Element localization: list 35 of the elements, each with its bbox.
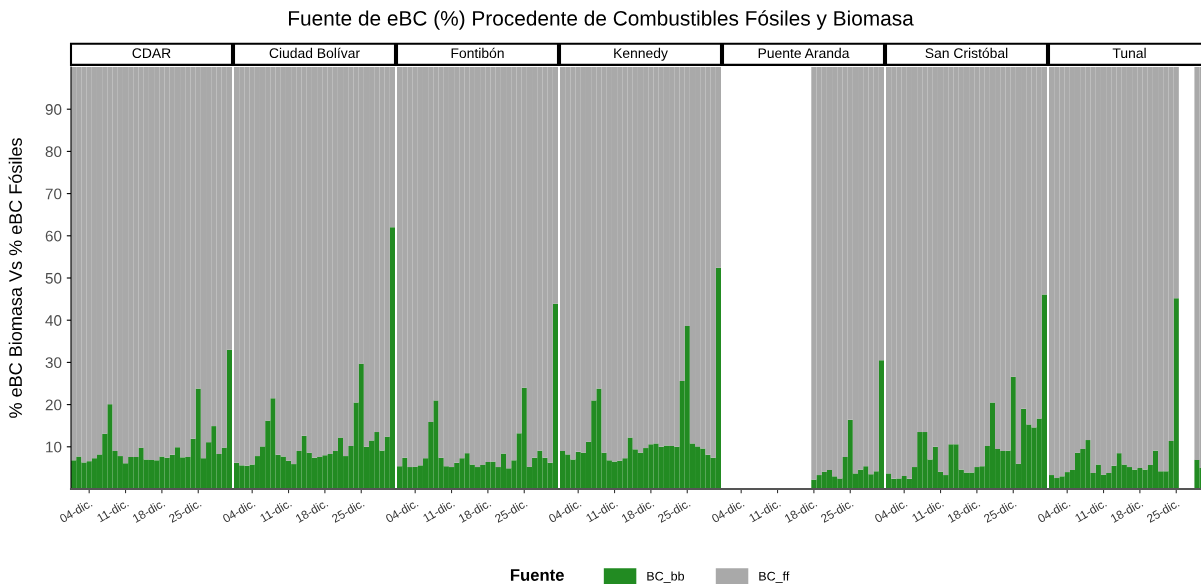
x-tick-label: 04-dic. xyxy=(221,498,256,524)
chart-title: Fontibón xyxy=(451,47,504,59)
y-tick-label: 40 xyxy=(45,315,62,326)
y-tick-label: 50 xyxy=(45,272,62,284)
y-tick-label: 90 xyxy=(45,104,62,115)
x-tick-label: 04-dic. xyxy=(58,498,93,524)
chart-title: Tunal xyxy=(1112,47,1146,59)
legend-label: BC_ff xyxy=(759,571,790,583)
y-tick-label: 60 xyxy=(45,230,62,242)
x-tick-label: 04-dic. xyxy=(1036,498,1071,524)
y-axis-title: % eBC Biomasa Vs % eBC Fósiles xyxy=(8,138,22,418)
chart-title: CDAR xyxy=(132,48,171,59)
x-tick-label: 11-dic. xyxy=(1074,498,1107,523)
x-tick-label: 11-dic. xyxy=(259,498,292,523)
y-tick-label: 70 xyxy=(45,188,62,200)
chart-title: Ciudad Bolívar xyxy=(269,47,360,59)
source-note: Fuente de eBC (%) Procedente de Combustibles Fósiles y Biomasa xyxy=(289,10,914,30)
x-tick-label: 11-dic. xyxy=(422,498,455,523)
legend-label: BC_bb xyxy=(647,571,685,583)
x-tick-label: 11-dic. xyxy=(748,498,781,523)
legend-title: Fuente xyxy=(510,569,564,581)
x-tick-label: 04-dic. xyxy=(384,498,419,524)
chart-title: San Cristóbal xyxy=(925,47,1008,59)
y-tick-label: 30 xyxy=(45,357,62,369)
x-tick-label: 04-dic. xyxy=(873,498,908,524)
chart-title: Kennedy xyxy=(614,47,668,61)
x-tick-label: 04-dic. xyxy=(547,498,582,524)
x-tick-label: 11-dic. xyxy=(585,498,618,523)
chart-title: Puente Aranda xyxy=(758,47,850,59)
y-tick-label: 20 xyxy=(45,399,62,411)
x-tick-label: 04-dic. xyxy=(710,498,745,524)
y-tick-label: 10 xyxy=(46,441,62,453)
y-tick-label: 80 xyxy=(45,146,62,158)
x-tick-label: 11-dic. xyxy=(911,498,944,523)
x-tick-label: 11-dic. xyxy=(96,498,129,523)
